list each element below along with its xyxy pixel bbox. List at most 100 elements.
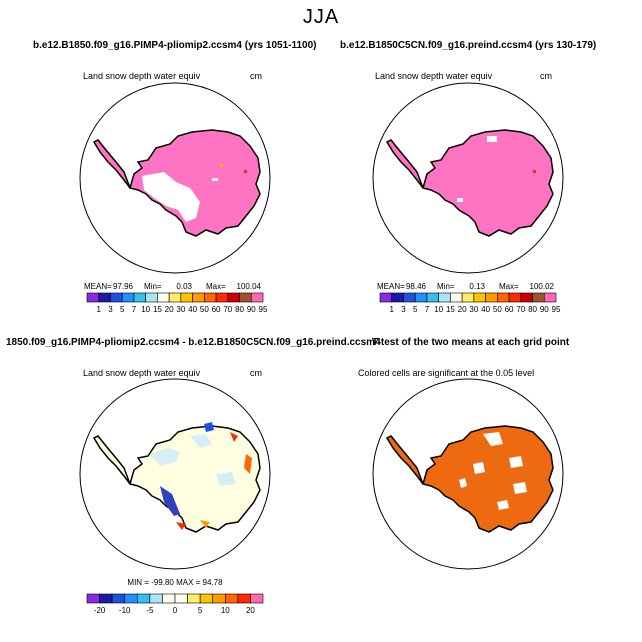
cb1-tick-label: 5 [120, 305, 125, 314]
cb1-swatch [121, 292, 135, 303]
cb3-swatch [136, 593, 151, 604]
panel1-units: cm [250, 71, 262, 81]
panel2-map: Land snow depth water equiv cm MEAN= 98.… [372, 71, 564, 314]
cb2-swatch [461, 292, 475, 303]
panel4-map: Colored cells are significant at the 0.0… [358, 368, 564, 570]
cb2-swatch [497, 292, 510, 303]
cb2-tick-label: 90 [540, 305, 549, 314]
cb3-tick-label: -10 [119, 606, 131, 615]
cb2-swatch [485, 292, 498, 303]
panel2-min-label: Min= [437, 282, 455, 291]
panel2-mean-label: MEAN= [377, 282, 405, 291]
cb1-swatch [86, 292, 100, 303]
cb2-tick-label: 40 [481, 305, 490, 314]
cb2-swatch [379, 292, 393, 303]
panel3-minmax: MIN = -99.80 MAX = 94.78 [127, 578, 223, 587]
panel1-max-label: Max= [206, 282, 226, 291]
cb1-swatch [227, 292, 240, 303]
cb2-swatch [450, 292, 463, 303]
cb3-swatch [162, 593, 176, 604]
cb3-tick-label: 5 [198, 606, 203, 615]
cb2-tick-label: 5 [413, 305, 418, 314]
panel2-subtitle: Land snow depth water equiv [375, 71, 493, 81]
cb2-tick-label: 80 [528, 305, 537, 314]
cb2-swatch [508, 292, 522, 303]
panel1-colorbar: 1 3 5 7 10 15 20 30 40 50 60 70 80 90 95 [86, 292, 268, 314]
cb2-tick-label: 60 [505, 305, 514, 314]
cb3-swatch [111, 593, 126, 604]
cb1-swatch [204, 292, 217, 303]
cb1-swatch [133, 292, 146, 303]
cb3-swatch [124, 593, 138, 604]
cb1-tick-label: 95 [259, 305, 268, 314]
cb1-swatch [168, 292, 182, 303]
cb2-tick-label: 15 [446, 305, 455, 314]
cb2-swatch [414, 292, 428, 303]
panel1-max: 100.04 [237, 282, 262, 291]
cb2-tick-label: 95 [552, 305, 561, 314]
panel2-units: cm [540, 71, 552, 81]
panel1-map: Land snow depth water equiv cm MEAN= 97.… [79, 71, 271, 314]
cb3-tick-label: 20 [246, 606, 255, 615]
cb2-swatch [532, 292, 545, 303]
panel4-boundary [372, 378, 564, 570]
cb3-swatch [212, 593, 226, 604]
panel4-continent [386, 425, 554, 533]
cb2-swatch [520, 292, 533, 303]
cb3-swatch [149, 593, 163, 604]
cb3-swatch [250, 593, 264, 604]
panel1-title: b.e12.B1850.f09_g16.PIMP4-pliomip2.ccsm4… [33, 40, 317, 51]
cb3-swatch [86, 593, 100, 604]
cb3-swatch [174, 593, 188, 604]
panel1-mean: 97.96 [113, 282, 134, 291]
cb1-tick-label: 90 [247, 305, 256, 314]
panel3-boundary [79, 378, 271, 570]
panel2-colorbar: 1 3 5 7 10 15 20 30 40 50 60 70 80 90 95 [379, 292, 561, 314]
panel2-boundary [372, 82, 564, 274]
cb1-tick-label: 60 [212, 305, 221, 314]
cb1-swatch [215, 292, 229, 303]
cb1-tick-label: 10 [141, 305, 150, 314]
panel4-title: T-test of the two means at each grid poi… [372, 337, 570, 348]
cb3-swatch [237, 593, 251, 604]
cb2-swatch [438, 292, 451, 303]
cb1-tick-label: 70 [223, 305, 232, 314]
panel1-subtitle: Land snow depth water equiv [83, 71, 201, 81]
cb1-swatch [145, 292, 158, 303]
cb2-tick-label: 20 [458, 305, 467, 314]
panel2-max: 100.02 [530, 282, 555, 291]
panel2-title: b.e12.B1850C5CN.f09_g16.preind.ccsm4 (yr… [340, 40, 597, 51]
cb1-swatch [98, 292, 111, 303]
cb1-tick-label: 30 [176, 305, 185, 314]
cb1-swatch [250, 292, 264, 303]
panel3-units: cm [250, 368, 262, 378]
cb3-swatch [199, 593, 214, 604]
cb1-swatch [239, 292, 252, 303]
cb2-tick-label: 3 [401, 305, 406, 314]
cb3-tick-label: 0 [173, 606, 178, 615]
cb1-tick-label: 80 [235, 305, 244, 314]
cb2-tick-label: 7 [425, 305, 430, 314]
panel1-min-label: Min= [144, 282, 162, 291]
cb3-swatch [224, 593, 239, 604]
panel3-title: 1850.f09_g16.PIMP4-pliomip2.ccsm4 - b.e1… [6, 337, 381, 348]
cb3-tick-label: -5 [146, 606, 154, 615]
panel2-mean: 98.46 [406, 282, 427, 291]
cb1-swatch [180, 292, 193, 303]
cb1-tick-label: 7 [132, 305, 137, 314]
cb3-tick-label: 10 [221, 606, 230, 615]
panel1-min: 0.03 [176, 282, 192, 291]
panel3-colorbar: -20 -10 -5 0 5 10 20 [86, 593, 264, 615]
panel3-map: Land snow depth water equiv cm MIN = -99… [79, 368, 271, 615]
cb1-tick-label: 50 [200, 305, 209, 314]
panel3-continent [93, 422, 261, 533]
cb2-tick-label: 1 [390, 305, 395, 314]
season-title: JJA [302, 6, 340, 28]
cb1-tick-label: 15 [153, 305, 162, 314]
cb2-tick-label: 10 [434, 305, 443, 314]
cb1-swatch [110, 292, 123, 303]
cb2-tick-label: 70 [516, 305, 525, 314]
panel4-subtitle: Colored cells are significant at the 0.0… [358, 368, 534, 378]
cb2-swatch [391, 292, 404, 303]
